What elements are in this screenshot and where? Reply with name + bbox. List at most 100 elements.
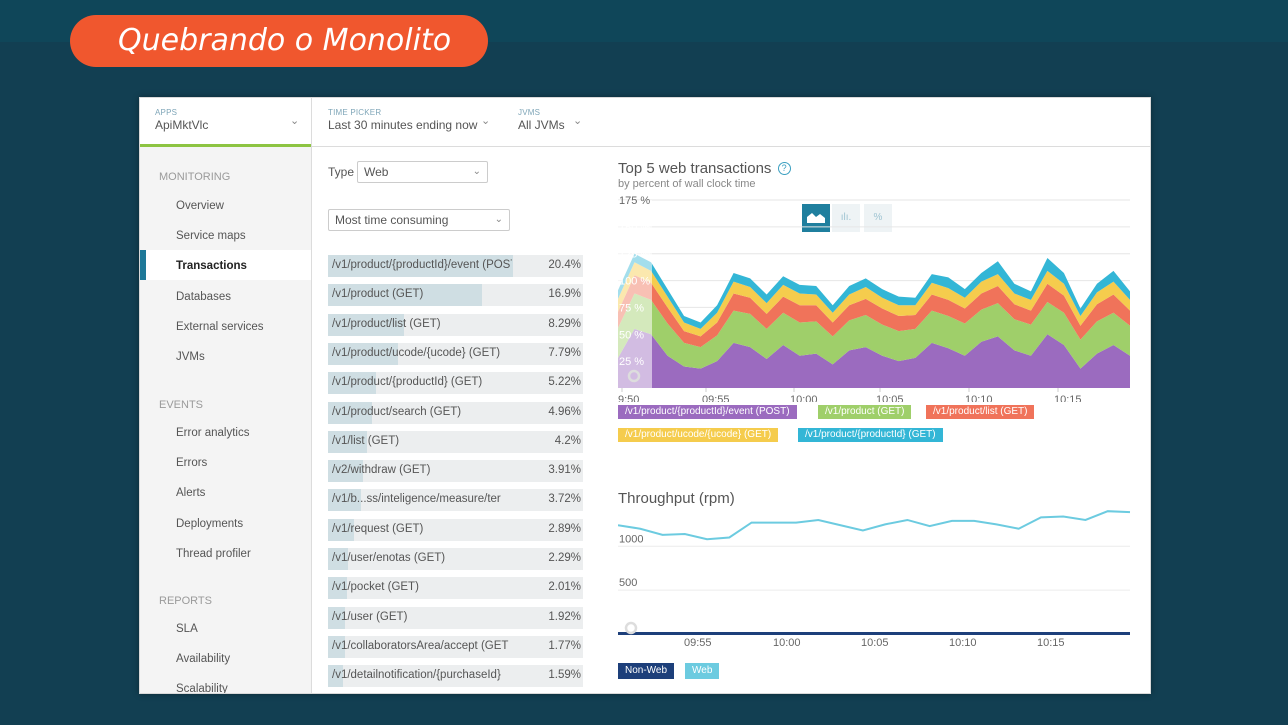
apps-chevron-down-icon[interactable]: ⌄ <box>290 115 300 127</box>
sidebar-item-sla[interactable]: SLA <box>176 623 198 635</box>
legend-item[interactable]: /v1/product/{productId} (GET) <box>798 428 943 442</box>
transaction-row[interactable]: /v1/list (GET) 4.2% <box>328 430 583 453</box>
transaction-row[interactable]: /v1/detailnotification/{purchaseId} 1.59% <box>328 665 583 688</box>
sidebar-item-scalability[interactable]: Scalability <box>176 683 228 694</box>
x-tick-label: 9:50 <box>618 394 639 402</box>
x-tick-label: 10:05 <box>861 637 889 649</box>
transaction-row[interactable]: /v2/withdraw (GET) 3.91% <box>328 460 583 483</box>
transaction-name: /v1/b...ss/inteligence/measure/ter <box>332 493 501 506</box>
sidebar-item-thread-profiler[interactable]: Thread profiler <box>176 548 251 560</box>
sidebar-item-overview[interactable]: Overview <box>176 200 224 212</box>
transaction-share-bar <box>328 548 349 570</box>
sidebar-section-reports: REPORTS <box>159 595 212 607</box>
legend-item[interactable]: /v1/product (GET) <box>818 405 912 419</box>
transaction-share-bar <box>328 255 513 277</box>
transaction-row[interactable]: /v1/collaboratorsArea/accept (GET 1.77% <box>328 635 583 658</box>
area-series[interactable] <box>618 262 1130 337</box>
transaction-name: /v1/product/{productId}/event (POST) <box>332 259 512 271</box>
sidebar-item-error-analytics[interactable]: Error analytics <box>176 427 250 439</box>
sidebar-item-deployments[interactable]: Deployments <box>176 518 244 530</box>
bar-chart-icon: ılı. <box>840 212 852 223</box>
sort-select[interactable]: Most time consuming ⌄ <box>328 209 510 231</box>
transaction-share-bar <box>328 665 343 688</box>
y-tick-label: 150 % <box>619 222 650 234</box>
y-tick-label: 175 % <box>619 195 650 207</box>
x-tick-label: 10:00 <box>790 394 818 402</box>
transaction-name: /v1/product/ucode/{ucode} (GET) <box>332 346 501 359</box>
transaction-share-bar <box>328 518 354 541</box>
legend-item[interactable]: /v1/product/list (GET) <box>926 405 1035 419</box>
transaction-row[interactable]: /v1/user (GET) 1.92% <box>328 606 583 629</box>
transaction-name: /v1/detailnotification/{purchaseId} <box>332 669 501 682</box>
transaction-name: /v2/withdraw (GET) <box>332 464 431 477</box>
y-tick-label: 500 <box>619 577 637 589</box>
sidebar-item-availability[interactable]: Availability <box>176 653 231 665</box>
area-series[interactable] <box>618 253 1130 329</box>
transaction-row[interactable]: /v1/product/search (GET) 4.96% <box>328 401 583 424</box>
jvms-chevron-down-icon[interactable]: ⌄ <box>573 115 583 127</box>
transaction-row[interactable]: /v1/product (GET) 16.9% <box>328 284 583 307</box>
sidebar-item-transactions[interactable]: Transactions <box>176 260 247 272</box>
legend-item[interactable]: /v1/product/{productId}/event (POST) <box>618 405 797 419</box>
transaction-percent: 2.01% <box>548 581 581 594</box>
zoom-reset-icon[interactable] <box>624 621 638 635</box>
sidebar-item-jvms[interactable]: JVMs <box>176 351 205 363</box>
transaction-row[interactable]: /v1/product/list (GET) 8.29% <box>328 313 583 336</box>
transaction-row[interactable]: /v1/user/enotas (GET) 2.29% <box>328 548 583 570</box>
apps-picker[interactable]: APPS ApiMktVlc <box>155 108 208 132</box>
transaction-row[interactable]: /v1/request (GET) 2.89% <box>328 518 583 541</box>
time-picker[interactable]: TIME PICKER Last 30 minutes ending now <box>328 108 477 132</box>
transaction-percent: 20.4% <box>548 259 581 271</box>
type-chevron-down-icon: ⌄ <box>472 166 481 177</box>
transaction-percent: 1.77% <box>548 639 581 652</box>
transaction-percent: 7.79% <box>548 346 581 359</box>
legend-item[interactable]: /v1/product/ucode/{ucode} (GET) <box>618 428 779 442</box>
area-series[interactable] <box>618 275 1130 348</box>
line-series[interactable] <box>618 510 1131 541</box>
transaction-row[interactable]: /v1/b...ss/inteligence/measure/ter 3.72% <box>328 489 583 512</box>
apps-picker-label: APPS <box>155 108 178 117</box>
jvms-picker[interactable]: JVMS All JVMs <box>518 108 565 132</box>
transaction-percent: 4.96% <box>548 405 581 418</box>
y-tick-label: 100 % <box>619 276 650 288</box>
zoom-reset-icon[interactable] <box>627 369 641 383</box>
time-chevron-down-icon[interactable]: ⌄ <box>481 115 491 127</box>
area-series[interactable] <box>618 293 1130 369</box>
transaction-row[interactable]: /v1/product/{productId}/event (POST) 20.4… <box>328 255 583 277</box>
apm-screenshot: APPS ApiMktVlc ⌄ TIME PICKER Last 30 min… <box>139 97 1151 694</box>
transaction-percent: 3.91% <box>548 464 581 477</box>
type-label: Type <box>328 165 355 179</box>
sidebar-section-events: EVENTS <box>159 399 204 411</box>
sidebar-item-errors[interactable]: Errors <box>176 457 208 469</box>
legend-item[interactable]: Non-Web <box>618 663 675 679</box>
transaction-share-bar <box>328 313 404 336</box>
x-tick-label: 09:55 <box>684 637 712 649</box>
sidebar-item-databases[interactable]: Databases <box>176 291 231 303</box>
help-icon[interactable]: ? <box>777 162 791 175</box>
sidebar-item-external-services[interactable]: External services <box>176 321 264 333</box>
time-picker-value: Last 30 minutes ending now <box>328 118 478 132</box>
transaction-name: /v1/user (GET) <box>332 610 408 623</box>
transaction-percent: 1.92% <box>548 610 581 623</box>
top5-area-chart: 175 % 150 % 125 % 100 % 75 % 50 % 25 % 9:50 09:5… <box>618 195 1130 402</box>
type-select[interactable]: Web ⌄ <box>357 161 488 183</box>
jvms-picker-label: JVMS <box>518 108 541 117</box>
transaction-percent: 8.29% <box>548 317 581 330</box>
transaction-percent: 1.59% <box>548 669 581 682</box>
transaction-share-bar <box>328 401 373 424</box>
transaction-row[interactable]: /v1/product/{productId} (GET) 5.22% <box>328 372 583 395</box>
x-tick-label: 10:10 <box>949 637 977 649</box>
transaction-row[interactable]: /v1/product/ucode/{ucode} (GET) 7.79% <box>328 342 583 365</box>
legend-item[interactable]: Web <box>685 663 720 679</box>
transaction-share-bar <box>328 606 345 629</box>
transaction-percent: 2.29% <box>548 552 581 564</box>
sidebar-item-service-maps[interactable]: Service maps <box>176 230 246 242</box>
sidebar-item-alerts[interactable]: Alerts <box>176 487 206 499</box>
x-tick-label: 10:05 <box>876 394 904 402</box>
transaction-row[interactable]: /v1/pocket (GET) 2.01% <box>328 577 583 600</box>
area-series[interactable] <box>618 328 1130 388</box>
transaction-name: /v1/product/list (GET) <box>332 317 441 330</box>
transaction-name: /v1/pocket (GET) <box>332 581 419 594</box>
transaction-name: /v1/product/search (GET) <box>332 405 462 418</box>
